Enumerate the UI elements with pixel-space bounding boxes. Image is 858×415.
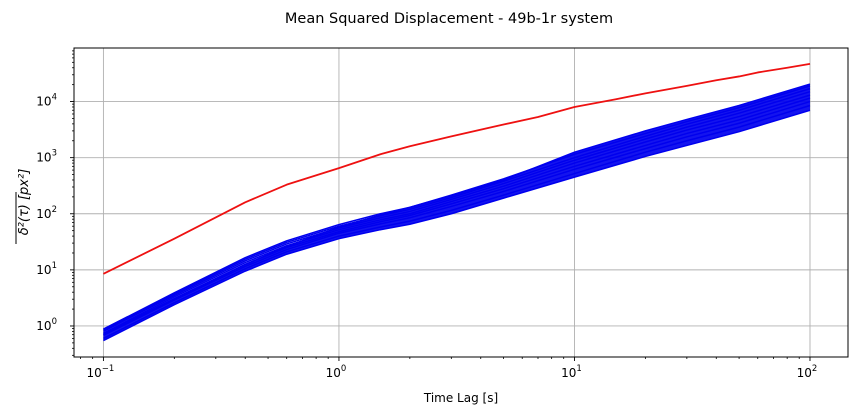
red-series-line bbox=[103, 62, 811, 275]
data-series bbox=[103, 62, 811, 342]
blue-series-line bbox=[103, 94, 811, 334]
y-axis-label: δ²(τ) [px²] bbox=[17, 169, 32, 236]
blue-series-line bbox=[103, 87, 811, 331]
gridlines bbox=[74, 48, 848, 357]
blue-series-line bbox=[103, 100, 811, 337]
blue-series-line bbox=[103, 83, 811, 336]
blue-series-line bbox=[103, 109, 811, 342]
blue-series-line bbox=[103, 90, 811, 333]
blue-series-line bbox=[103, 104, 811, 340]
x-axis-label: Time Lag [s] bbox=[423, 391, 498, 405]
chart-title: Mean Squared Displacement - 49b-1r syste… bbox=[285, 11, 613, 27]
plot-frame bbox=[73, 47, 849, 358]
blue-bundle-band bbox=[103, 84, 810, 341]
